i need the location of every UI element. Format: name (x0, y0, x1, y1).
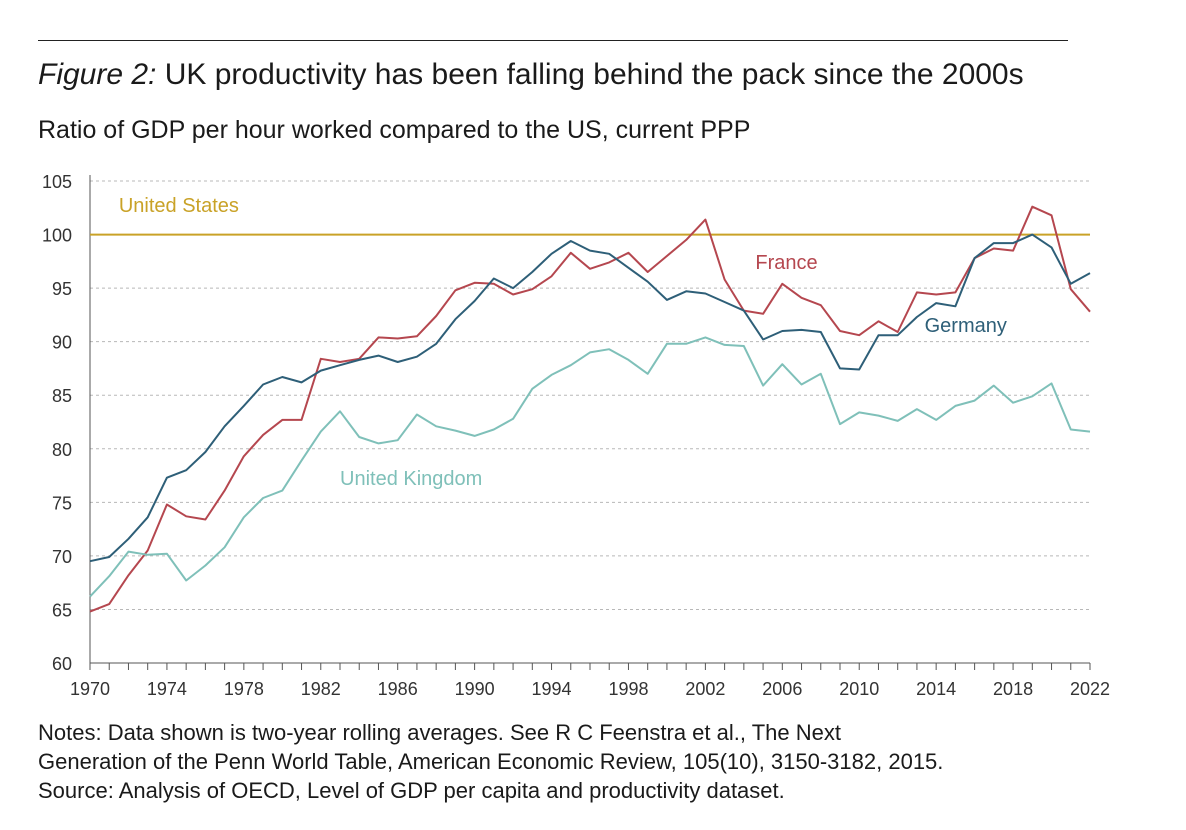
x-tick-label: 1986 (378, 679, 418, 699)
y-tick-label: 65 (52, 600, 72, 620)
x-tick-label: 1974 (147, 679, 187, 699)
x-tick-label: 1998 (608, 679, 648, 699)
x-tick-label: 1990 (455, 679, 495, 699)
axes (89, 175, 1091, 670)
figure-label: Figure 2: (38, 58, 157, 91)
chart-title: Figure 2: UK productivity has been falli… (38, 58, 1024, 92)
y-tick-label: 105 (42, 172, 72, 192)
y-tick-label: 85 (52, 386, 72, 406)
series-lines (89, 205, 1091, 613)
chart-subtitle: Ratio of GDP per hour worked compared to… (38, 116, 751, 144)
series-labels: United States France Germany United Kingdom (119, 195, 1007, 490)
series-label-united-kingdom: United Kingdom (340, 468, 482, 490)
series-label-germany: Germany (925, 315, 1007, 337)
x-tick-label: 1978 (224, 679, 264, 699)
y-tick-label: 70 (52, 547, 72, 567)
y-tick-label: 100 (42, 226, 72, 246)
series-line-germany (89, 233, 1091, 563)
x-tick-label: 2002 (685, 679, 725, 699)
x-tick-label: 1982 (301, 679, 341, 699)
x-tick-label: 2018 (993, 679, 1033, 699)
y-tick-label: 60 (52, 654, 72, 674)
x-tick-label: 1970 (70, 679, 110, 699)
series-label-france: France (755, 252, 817, 274)
x-axis-tick-labels: 1970 1974 1978 1982 1986 1990 1994 1998 2002 2006… (70, 679, 1110, 699)
y-tick-label: 95 (52, 279, 72, 299)
x-tick-label: 2006 (762, 679, 802, 699)
series-label-united-states: United States (119, 195, 239, 217)
top-divider (38, 40, 1068, 41)
x-tick-label: 2014 (916, 679, 956, 699)
x-tick-label: 2010 (839, 679, 879, 699)
y-tick-label: 80 (52, 440, 72, 460)
grid-lines (90, 180, 1090, 610)
title-text: UK productivity has been falling behind … (164, 58, 1024, 91)
notes-block: Notes: Data shown is two-year rolling av… (38, 718, 1158, 805)
y-axis-tick-labels: 60 65 70 75 80 85 90 95 100 105 (42, 172, 72, 674)
x-tick-label: 2022 (1070, 679, 1110, 699)
series-line-france (89, 205, 1091, 613)
notes-line-1: Notes: Data shown is two-year rolling av… (38, 720, 841, 745)
series-line-united-kingdom (89, 336, 1091, 598)
x-tick-label: 1994 (532, 679, 572, 699)
y-tick-label: 90 (52, 333, 72, 353)
notes-line-2: Generation of the Penn World Table, Amer… (38, 749, 944, 774)
y-tick-label: 75 (52, 493, 72, 513)
notes-line-3: Source: Analysis of OECD, Level of GDP p… (38, 778, 785, 803)
